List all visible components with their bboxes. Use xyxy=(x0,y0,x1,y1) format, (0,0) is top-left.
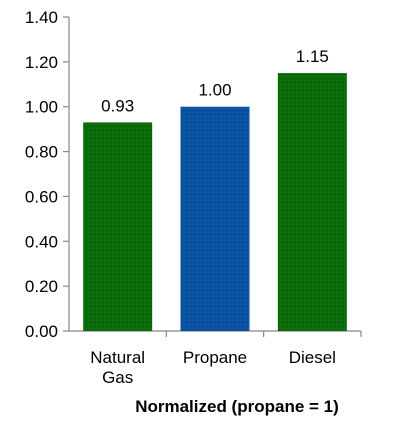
bars xyxy=(83,73,347,332)
data-label: 0.93 xyxy=(101,96,134,115)
bar xyxy=(83,122,153,332)
y-tick-label: 1.20 xyxy=(25,53,58,72)
y-tick-label: 1.00 xyxy=(25,98,58,117)
y-tick-label: 0.80 xyxy=(25,143,58,162)
x-axis-title: Normalized (propane = 1) xyxy=(135,397,339,416)
data-label: 1.00 xyxy=(198,81,231,100)
y-tick-label: 0.40 xyxy=(25,232,58,251)
y-tick-label: 1.40 xyxy=(25,8,58,27)
category-label: Natural Gas xyxy=(90,348,145,387)
bar xyxy=(277,73,347,332)
category-label: Propane xyxy=(183,348,247,367)
bar xyxy=(180,106,250,331)
labels: 0.93 Natural Gas 1.00 Propane 1.15 Diesel xyxy=(90,47,336,387)
y-tick-label: 0.00 xyxy=(25,322,58,341)
data-label: 1.15 xyxy=(296,47,329,66)
y-tick-label: 0.20 xyxy=(25,277,58,296)
y-tick-label: 0.60 xyxy=(25,187,58,206)
axes: 0.00 0.20 0.40 0.60 0.80 1.00 1.20 1.40 xyxy=(25,8,362,341)
category-label: Diesel xyxy=(289,348,336,367)
